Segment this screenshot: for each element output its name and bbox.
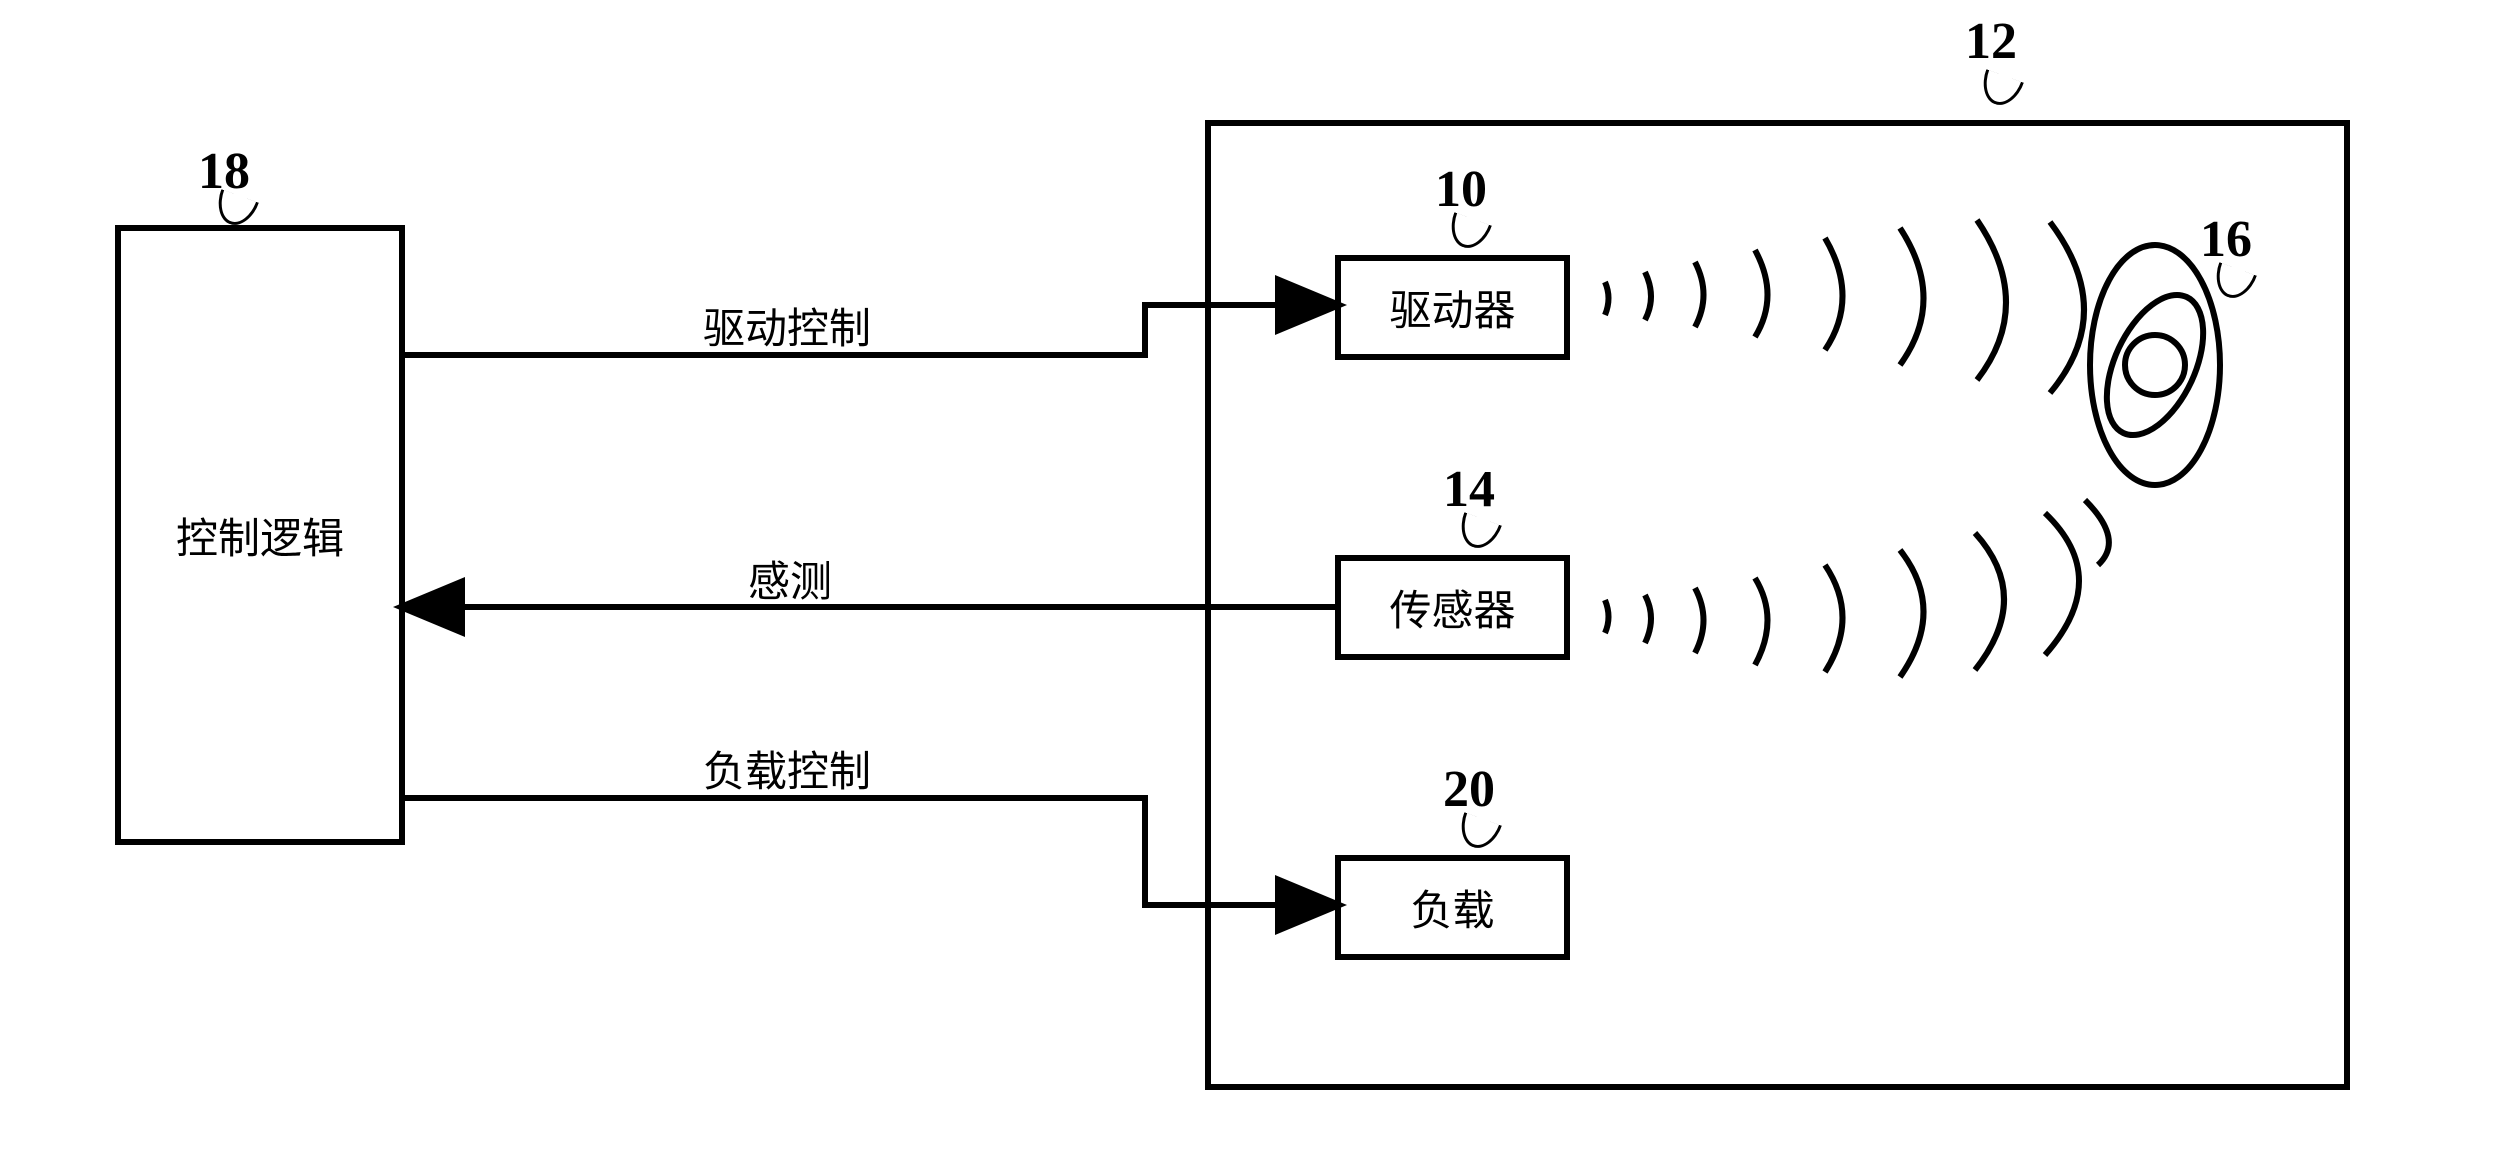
ref-10: 10 bbox=[1435, 160, 1487, 219]
edge-load bbox=[405, 798, 1335, 905]
label-load: 负载 bbox=[1410, 877, 1494, 938]
edge-label-drive: 驱动控制 bbox=[695, 295, 879, 356]
label-sensor: 传感器 bbox=[1389, 577, 1515, 638]
ref-14: 14 bbox=[1443, 460, 1495, 519]
label-control-logic: 控制逻辑 bbox=[176, 505, 344, 566]
node-control-logic: 控制逻辑 bbox=[115, 225, 405, 845]
node-sensor: 传感器 bbox=[1335, 555, 1570, 660]
edge-label-sense: 感测 bbox=[740, 548, 840, 609]
ref-20: 20 bbox=[1443, 760, 1495, 819]
node-load: 负载 bbox=[1335, 855, 1570, 960]
label-driver: 驱动器 bbox=[1389, 277, 1515, 338]
ref-12: 12 bbox=[1965, 12, 2017, 71]
ref-16: 16 bbox=[2200, 210, 2252, 269]
edge-label-load: 负载控制 bbox=[695, 738, 879, 799]
diagram-canvas: 18 控制逻辑 12 10 驱动器 14 传感器 20 负载 16 驱动控制 感… bbox=[0, 0, 2517, 1171]
node-driver: 驱动器 bbox=[1335, 255, 1570, 360]
curly-12 bbox=[1976, 69, 2024, 111]
